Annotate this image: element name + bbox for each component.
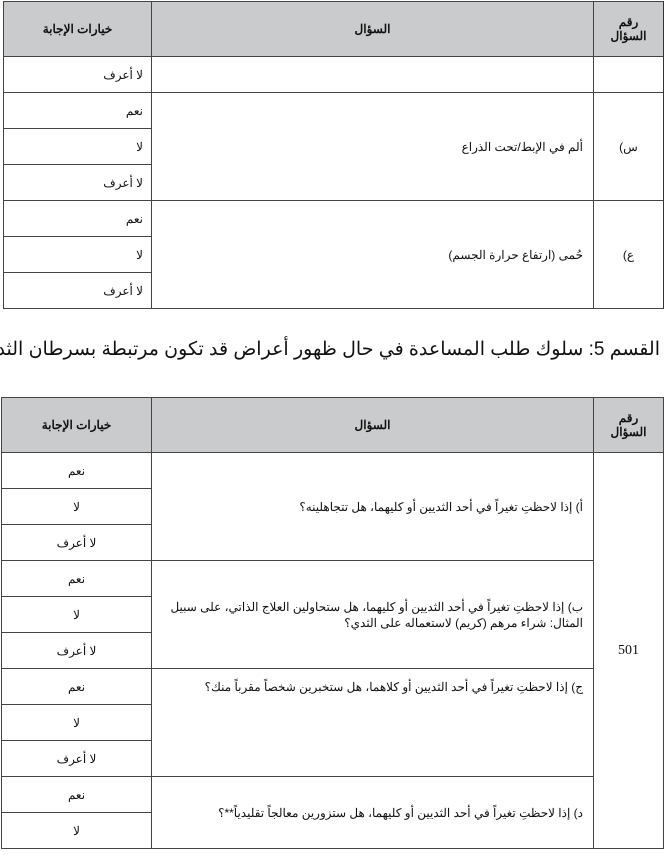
help-seeking-table: رقم السؤال السؤال خيارات الإجابة 501 أ) … xyxy=(1,397,664,849)
table-row: لا أعرف xyxy=(3,56,664,93)
question-text: ب) إذا لاحظتِ تغيراً في أحد الثديين أو ك… xyxy=(151,560,594,669)
table-row: 501 أ) إذا لاحظتِ تغيراً في أحد الثديين … xyxy=(1,452,664,849)
symptoms-table: رقم السؤال السؤال خيارات الإجابة لا أعرف… xyxy=(3,1,664,309)
answer-option[interactable]: نعم xyxy=(3,92,152,129)
question-number: 501 xyxy=(593,452,664,849)
question-id: ع) xyxy=(593,200,664,309)
answer-option[interactable]: نعم xyxy=(1,668,152,705)
answer-option[interactable]: لا أعرف xyxy=(3,164,152,201)
header-answers: خيارات الإجابة xyxy=(3,1,152,57)
table-header: رقم السؤال السؤال خيارات الإجابة xyxy=(1,397,664,453)
answer-option[interactable]: لا xyxy=(1,704,152,741)
table-row: ج) إذا لاحظتِ تغيراً في أحد الثديين أو ك… xyxy=(1,668,664,777)
question-text: ج) إذا لاحظتِ تغيراً في أحد الثديين أو ك… xyxy=(151,668,594,777)
answer-option[interactable]: نعم xyxy=(3,200,152,237)
header-number: رقم السؤال xyxy=(593,1,664,57)
section-heading: القسم 5: سلوك طلب المساعدة في حال ظهور أ… xyxy=(0,339,660,360)
answer-option[interactable]: نعم xyxy=(1,776,152,813)
answer-option[interactable]: لا xyxy=(1,596,152,633)
table-row: ب) إذا لاحظتِ تغيراً في أحد الثديين أو ك… xyxy=(1,560,664,669)
header-question: السؤال xyxy=(151,1,594,57)
answer-option[interactable]: نعم xyxy=(1,452,152,489)
answer-option[interactable]: لا xyxy=(1,488,152,525)
answer-option[interactable]: لا أعرف xyxy=(1,740,152,777)
empty-cell xyxy=(593,56,664,93)
table-row: د) إذا لاحظتِ تغيراً في أحد الثديين أو ك… xyxy=(1,776,664,849)
answer-option[interactable]: لا أعرف xyxy=(1,632,152,669)
answer-option[interactable]: نعم xyxy=(1,560,152,597)
answer-option[interactable]: لا xyxy=(3,128,152,165)
question-text: ألم في الإبط/تحت الذراع xyxy=(151,92,594,201)
answer-option[interactable]: لا أعرف xyxy=(3,56,152,93)
question-text: د) إذا لاحظتِ تغيراً في أحد الثديين أو ك… xyxy=(151,776,594,849)
question-text: حُمى (ارتفاع حرارة الجسم) xyxy=(151,200,594,309)
answer-option[interactable]: لا أعرف xyxy=(3,272,152,309)
table-row: س) ألم في الإبط/تحت الذراع نعم xyxy=(3,92,664,201)
answer-option[interactable]: لا xyxy=(3,236,152,273)
question-text: أ) إذا لاحظتِ تغيراً في أحد الثديين أو ك… xyxy=(151,452,594,561)
table-row: ع) حُمى (ارتفاع حرارة الجسم) نعم xyxy=(3,200,664,309)
answer-option[interactable]: لا أعرف xyxy=(1,524,152,561)
header-question: السؤال xyxy=(151,397,594,453)
answer-option[interactable]: لا xyxy=(1,812,152,849)
header-answers: خيارات الإجابة xyxy=(1,397,152,453)
question-id: س) xyxy=(593,92,664,201)
header-number: رقم السؤال xyxy=(593,397,664,453)
table-header: رقم السؤال السؤال خيارات الإجابة xyxy=(3,1,664,57)
empty-cell xyxy=(151,56,594,93)
